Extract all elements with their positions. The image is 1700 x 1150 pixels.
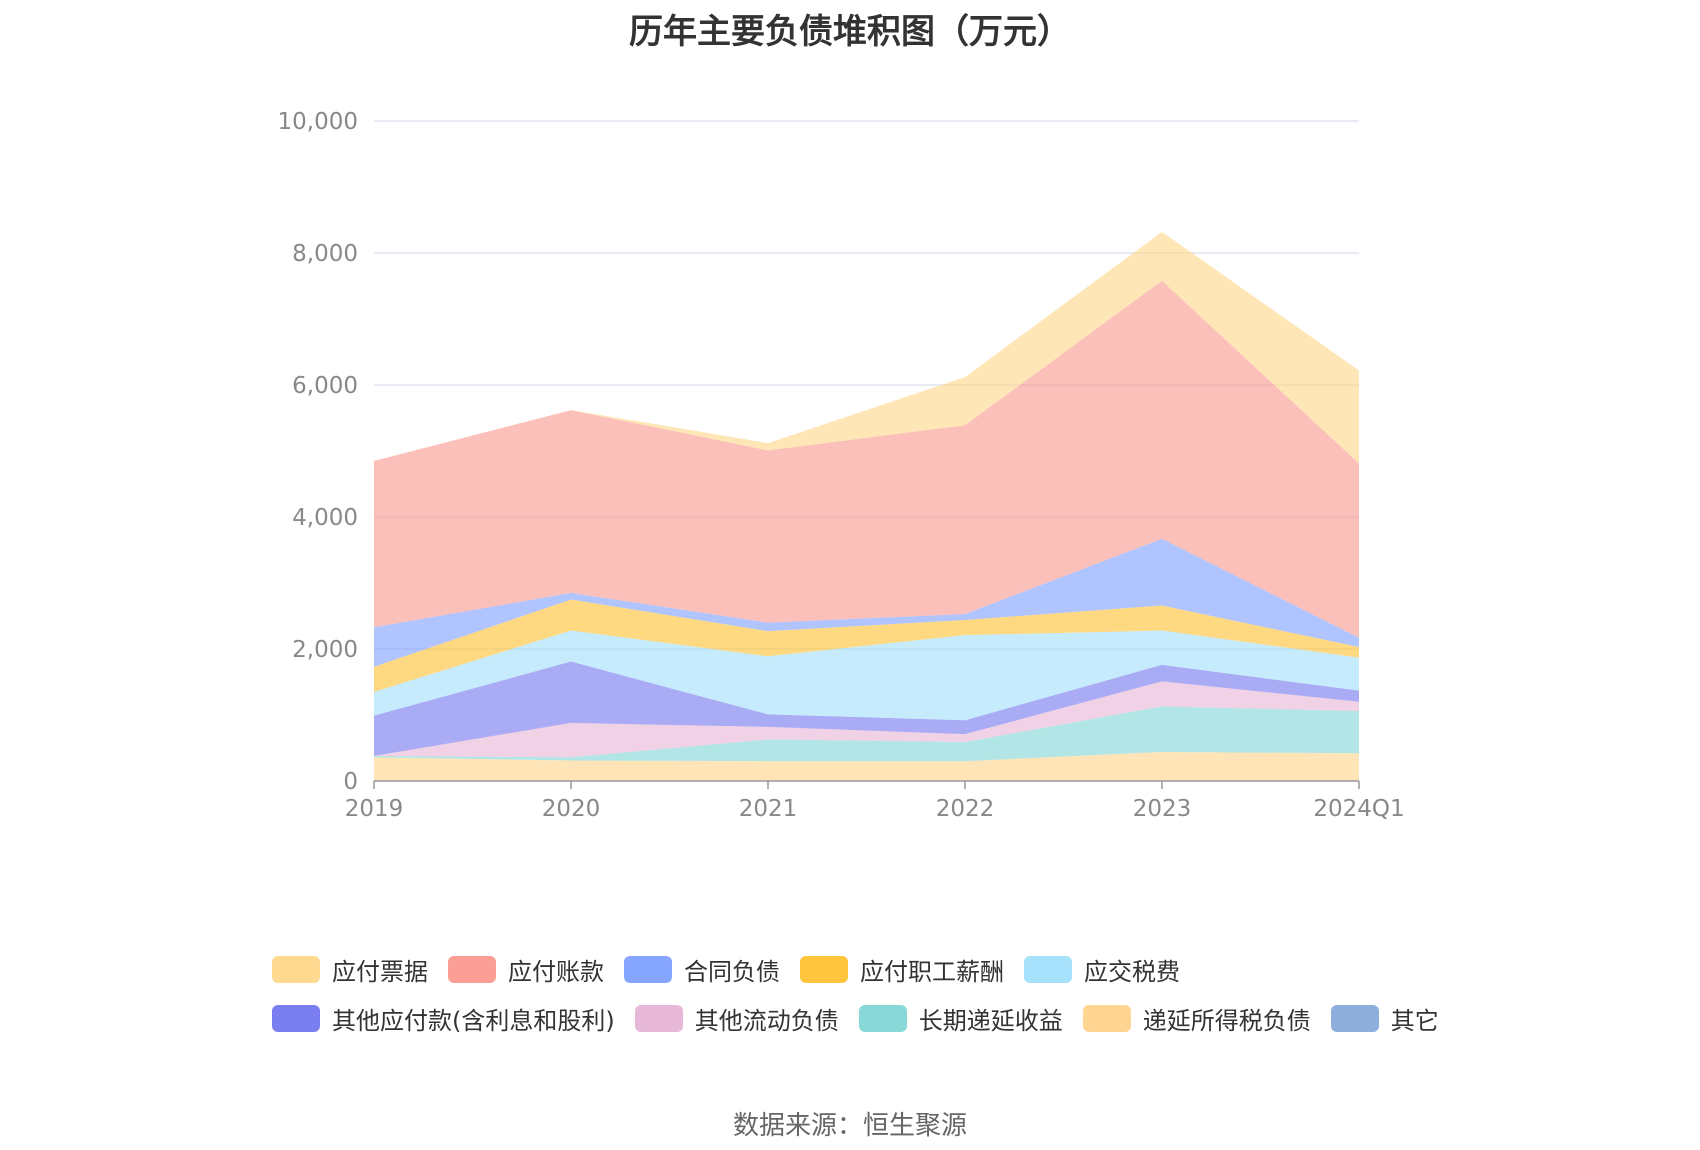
legend-label: 递延所得税负债 bbox=[1142, 1007, 1311, 1035]
x-tick-label: 2022 bbox=[936, 796, 995, 822]
legend-label: 应付票据 bbox=[332, 958, 428, 986]
legend-label: 长期递延收益 bbox=[918, 1007, 1063, 1035]
legend-label: 合同负债 bbox=[684, 958, 780, 986]
legend-item[interactable]: 合同负债 bbox=[624, 952, 780, 987]
legend-swatch bbox=[1330, 1005, 1379, 1032]
legend-label: 应交税费 bbox=[1084, 958, 1180, 986]
legend: 应付票据 应付账款 合同负债 应付职工薪酬 应交税费 其他应付款(含利息和股利) 其他流动… bbox=[272, 945, 1472, 1043]
legend-swatch bbox=[448, 956, 496, 983]
legend-item[interactable]: 其它 bbox=[1330, 1001, 1439, 1036]
legend-item[interactable]: 递延所得税负债 bbox=[1082, 1001, 1311, 1036]
area-series bbox=[374, 538, 1359, 667]
y-tick-label: 2,000 bbox=[292, 637, 358, 663]
legend-item[interactable]: 应付账款 bbox=[448, 952, 604, 987]
legend-item[interactable]: 应付职工薪酬 bbox=[800, 952, 1004, 987]
x-tick-label: 2019 bbox=[345, 796, 404, 822]
legend-label: 其它 bbox=[1390, 1007, 1439, 1035]
area-layer bbox=[374, 231, 1359, 781]
legend-swatch bbox=[272, 1005, 320, 1032]
legend-label: 其他应付款(含利息和股利) bbox=[332, 1007, 615, 1035]
area-series bbox=[374, 630, 1359, 721]
legend-swatch bbox=[1082, 1005, 1131, 1032]
legend-item[interactable]: 应付票据 bbox=[272, 952, 428, 987]
area-series bbox=[374, 599, 1359, 692]
source-note: 数据来源：恒生聚源 bbox=[732, 1111, 967, 1141]
legend-swatch bbox=[634, 1005, 683, 1032]
legend-row: 应付票据 应付账款 合同负债 应付职工薪酬 应交税费 bbox=[272, 945, 1472, 994]
legend-item[interactable]: 其他应付款(含利息和股利) bbox=[272, 1001, 615, 1036]
area-series bbox=[374, 231, 1359, 464]
y-tick-label: 6,000 bbox=[292, 373, 358, 399]
legend-label: 应付账款 bbox=[508, 958, 604, 986]
legend-label: 应付职工薪酬 bbox=[860, 958, 1004, 986]
y-tick-label: 8,000 bbox=[292, 241, 358, 267]
area-series bbox=[374, 751, 1359, 781]
legend-item[interactable]: 长期递延收益 bbox=[858, 1001, 1063, 1036]
chart-title: 历年主要负债堆积图（万元） bbox=[629, 12, 1071, 52]
x-tick-label: 2020 bbox=[542, 796, 601, 822]
legend-label: 其他流动负债 bbox=[694, 1007, 839, 1035]
legend-swatch bbox=[624, 956, 672, 983]
legend-row: 其他应付款(含利息和股利) 其他流动负债 长期递延收益 递延所得税负债 其它 bbox=[272, 994, 1472, 1043]
y-tick-label: 0 bbox=[343, 769, 358, 795]
legend-item[interactable]: 应交税费 bbox=[1024, 952, 1180, 987]
area-series bbox=[374, 681, 1359, 758]
y-tick-label: 10,000 bbox=[278, 109, 358, 135]
area-series bbox=[374, 706, 1359, 762]
y-tick-label: 4,000 bbox=[292, 505, 358, 531]
legend-swatch bbox=[800, 956, 848, 983]
legend-swatch bbox=[1024, 956, 1072, 983]
legend-item[interactable]: 其他流动负债 bbox=[634, 1001, 839, 1036]
axis-layer: 0 2,000 4,000 6,000 8,000 10,000 2019 2020 2021 2… bbox=[278, 109, 1405, 822]
area-series bbox=[374, 661, 1359, 756]
legend-swatch bbox=[272, 956, 320, 983]
x-tick-label: 2024Q1 bbox=[1313, 796, 1404, 822]
legend-swatch bbox=[858, 1005, 907, 1032]
area-series bbox=[374, 280, 1359, 638]
x-tick-label: 2023 bbox=[1133, 796, 1192, 822]
x-tick-label: 2021 bbox=[739, 796, 798, 822]
